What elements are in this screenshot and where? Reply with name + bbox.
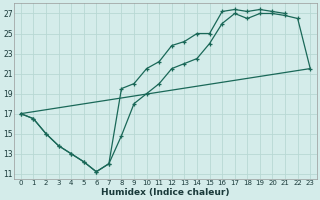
X-axis label: Humidex (Indice chaleur): Humidex (Indice chaleur) [101,188,230,197]
